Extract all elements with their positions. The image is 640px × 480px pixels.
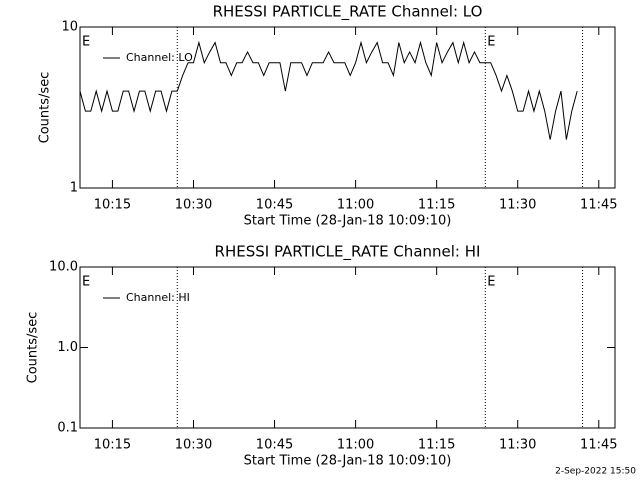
x-tick-label: 11:45 <box>580 198 617 213</box>
x-tick-label: 11:00 <box>337 438 374 453</box>
x-tick-label: 11:00 <box>337 198 374 213</box>
x-tick-label: 11:15 <box>418 198 455 213</box>
y-axis-label: Counts/sec <box>38 72 53 144</box>
y-axis-label: Counts/sec <box>26 312 41 384</box>
x-tick-label: 10:30 <box>175 438 212 453</box>
footer: 2-Sep-2022 15:50 <box>555 467 636 477</box>
chart-title: RHESSI PARTICLE_RATE Channel: LO <box>213 3 483 22</box>
x-tick-label: 10:15 <box>94 198 131 213</box>
data-line <box>79 40 578 140</box>
annotation: E <box>487 35 495 50</box>
x-tick-label: 11:30 <box>499 198 536 213</box>
annotation: E <box>487 275 495 290</box>
y-tick-label: 10 <box>61 20 78 35</box>
chart-title: RHESSI PARTICLE_RATE Channel: HI <box>215 243 481 262</box>
x-tick-label: 10:30 <box>175 198 212 213</box>
x-axis-label: Start Time (28-Jan-18 10:09:10) <box>244 214 452 229</box>
y-tick-label: 0.1 <box>57 421 78 436</box>
x-tick-label: 10:45 <box>256 198 293 213</box>
legend-label: Channel: LO <box>126 51 193 64</box>
x-axis-label: Start Time (28-Jan-18 10:09:10) <box>244 454 452 469</box>
annotation: E <box>82 35 90 50</box>
x-tick-label: 11:30 <box>499 438 536 453</box>
x-tick-label: 11:15 <box>418 438 455 453</box>
annotation: E <box>82 275 90 290</box>
x-tick-label: 10:45 <box>256 438 293 453</box>
y-tick-label: 10.0 <box>49 260 78 275</box>
legend-label: Channel: HI <box>126 291 190 304</box>
x-tick-label: 10:15 <box>94 438 131 453</box>
y-tick-label: 1.0 <box>57 340 78 355</box>
plot-frame <box>79 26 616 189</box>
x-tick-label: 11:45 <box>580 438 617 453</box>
y-tick-label: 1 <box>70 181 78 196</box>
